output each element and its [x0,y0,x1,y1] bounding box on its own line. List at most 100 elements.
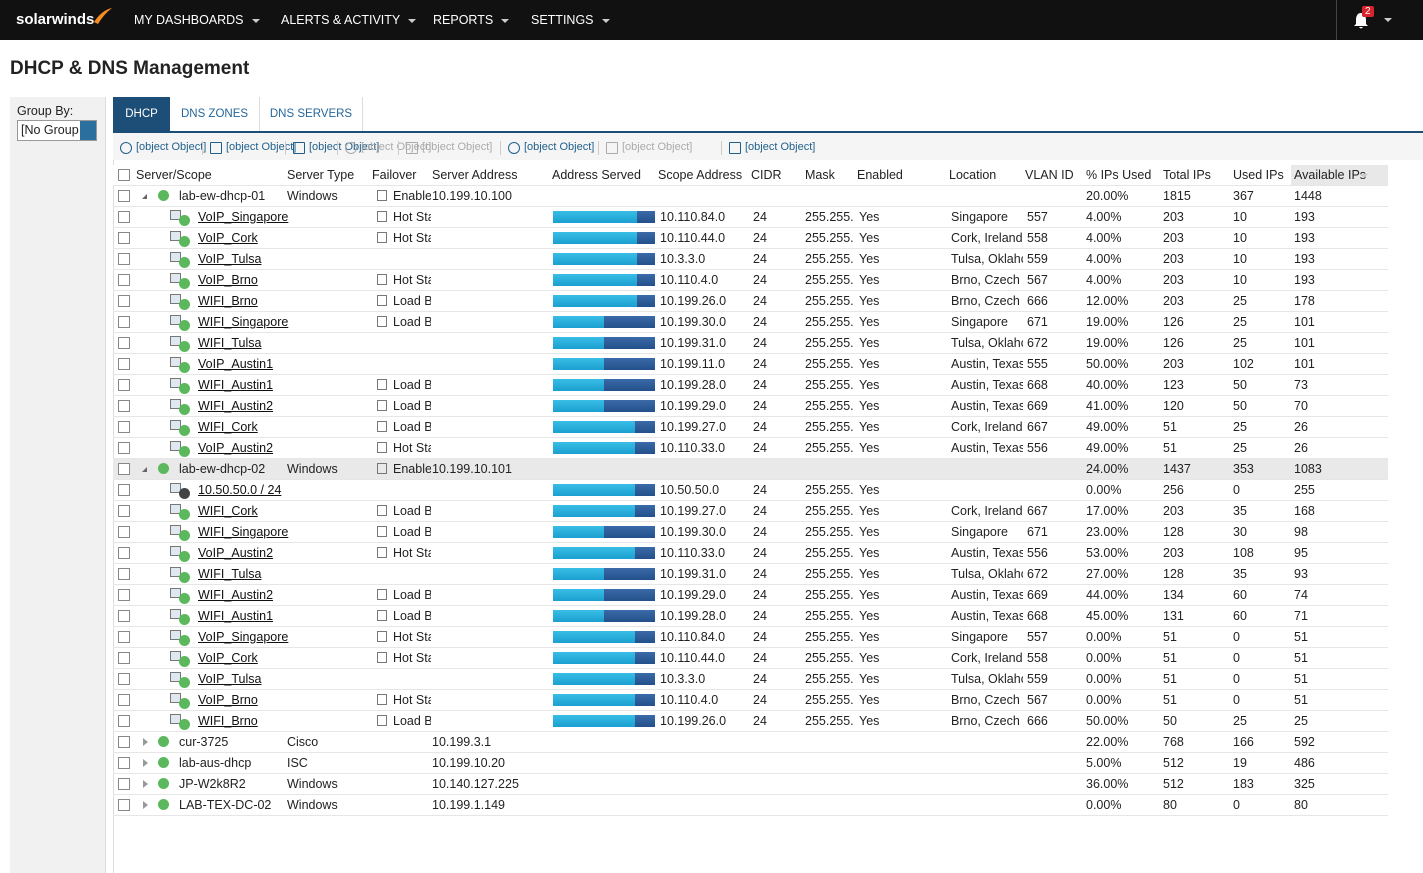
checkbox[interactable] [118,610,130,622]
checkbox[interactable] [118,778,130,790]
scope-row[interactable]: WIFI_Tulsa 10.199.31.0 24 255.255. Yes Tulsa,… [113,333,1388,354]
checkbox[interactable] [118,589,130,601]
scope-name[interactable]: VoIP_Austin1 [198,357,274,371]
checkbox[interactable] [118,190,130,202]
expander[interactable] [143,759,148,767]
column-header[interactable]: Mask [805,168,835,182]
checkbox[interactable] [118,232,130,244]
checkbox[interactable] [118,652,130,664]
nav-menu[interactable]: REPORTS [433,13,510,27]
checkbox[interactable] [118,379,130,391]
checkbox[interactable] [118,673,130,685]
caret[interactable] [1384,18,1392,22]
scope-row[interactable]: VoIP_Brno Hot Sta 10.110.4.0 24 255.255. Yes B… [113,270,1388,291]
checkbox[interactable] [118,526,130,538]
column-header[interactable]: Enabled [857,168,903,182]
scope-name[interactable]: WIFI_Cork [198,420,258,434]
checkbox[interactable] [118,442,130,454]
checkbox[interactable] [118,736,130,748]
toolbar-button[interactable]: [object Object] [136,141,207,153]
scope-row[interactable]: WIFI_Singapore Load B 10.199.30.0 24 255.255… [113,312,1388,333]
scope-name[interactable]: VoIP_Cork [198,651,258,665]
toolbar-button[interactable]: [object Object] [226,141,297,153]
column-header[interactable]: Location [949,168,997,182]
tab[interactable]: DNS SERVERS [260,97,363,131]
scope-name[interactable]: VoIP_Singapore [198,630,289,644]
checkbox[interactable] [118,358,130,370]
scope-name[interactable]: WIFI_Austin1 [198,609,274,623]
scope-name[interactable]: 10.50.50.0 / 24 [198,483,282,497]
column-header[interactable]: Server/Scope [136,168,212,182]
scope-name[interactable]: VoIP_Tulsa [198,672,262,686]
column-header[interactable]: Total IPs [1163,168,1211,182]
scope-row[interactable]: VoIP_Singapore Hot Sta 10.110.84.0 24 255.25… [113,207,1388,228]
expander[interactable] [142,467,147,472]
scope-row[interactable]: VoIP_Cork Hot Sta 10.110.44.0 24 255.255. Yes… [113,228,1388,249]
column-header[interactable]: Address Served [552,168,641,182]
logo[interactable]: solarwinds [16,11,95,28]
tab[interactable]: DNS ZONES [170,97,260,131]
expander[interactable] [143,738,148,746]
scope-name[interactable]: WIFI_Austin1 [198,378,274,392]
scope-row[interactable]: 10.50.50.0 / 24 10.50.50.0 24 255.255. Yes 0.… [113,480,1388,501]
scope-name[interactable]: WIFI_Austin2 [198,588,274,602]
column-header[interactable]: Available IPs [1294,168,1367,182]
tab[interactable]: DHCP [113,97,171,131]
scope-name[interactable]: WIFI_Tulsa [198,567,262,581]
checkbox[interactable] [118,547,130,559]
scope-name[interactable]: WIFI_Austin2 [198,399,274,413]
checkbox[interactable] [118,316,130,328]
scope-name[interactable]: VoIP_Austin2 [198,546,274,560]
scope-row[interactable]: WIFI_Brno Load B 10.199.26.0 24 255.255. Yes B… [113,291,1388,312]
checkbox[interactable] [118,274,130,286]
column-header[interactable]: Server Type [287,168,355,182]
server-row[interactable]: lab-ew-dhcp-01 Windows Enable 10.199.10.100… [113,186,1388,207]
checkbox[interactable] [118,337,130,349]
scope-row[interactable]: WIFI_Austin2 Load B 10.199.29.0 24 255.255. Y… [113,585,1388,606]
scope-row[interactable]: WIFI_Cork Load B 10.199.27.0 24 255.255. Yes C… [113,501,1388,522]
scope-row[interactable]: WIFI_Singapore Load B 10.199.30.0 24 255.255… [113,522,1388,543]
scope-name[interactable]: WIFI_Brno [198,294,258,308]
toolbar-button[interactable]: [object Object] [524,141,595,153]
checkbox[interactable] [118,211,130,223]
scope-row[interactable]: VoIP_Singapore Hot Sta 10.110.84.0 24 255.25… [113,627,1388,648]
column-header[interactable]: VLAN ID [1025,168,1074,182]
checkbox[interactable] [118,169,130,181]
scope-row[interactable]: VoIP_Austin2 Hot Sta 10.110.33.0 24 255.255.… [113,543,1388,564]
server-row[interactable]: lab-ew-dhcp-02 Windows Enable 10.199.10.101… [113,459,1388,480]
nav-menu[interactable]: MY DASHBOARDS [134,13,260,27]
scope-name[interactable]: WIFI_Singapore [198,315,289,329]
checkbox[interactable] [118,400,130,412]
column-header[interactable]: Failover [372,168,417,182]
server-row[interactable]: cur-3725 Cisco 10.199.3.1 22.00% 768 166 592 [113,732,1388,753]
scope-name[interactable]: WIFI_Tulsa [198,336,262,350]
checkbox[interactable] [118,631,130,643]
checkbox[interactable] [118,568,130,580]
checkbox[interactable] [118,505,130,517]
scope-name[interactable]: VoIP_Tulsa [198,252,262,266]
scope-name[interactable]: WIFI_Singapore [198,525,289,539]
server-row[interactable]: JP-W2k8R2 Windows 10.140.127.225 36.00% 512 1… [113,774,1388,795]
scope-row[interactable]: WIFI_Brno Load B 10.199.26.0 24 255.255. Yes B… [113,711,1388,732]
scope-row[interactable]: VoIP_Austin2 Hot Sta 10.110.33.0 24 255.255.… [113,438,1388,459]
scope-name[interactable]: WIFI_Cork [198,504,258,518]
column-header[interactable]: Scope Address [658,168,743,182]
checkbox[interactable] [118,295,130,307]
scope-name[interactable]: VoIP_Cork [198,231,258,245]
checkbox[interactable] [118,484,130,496]
column-header[interactable]: Server Address [432,168,518,182]
checkbox[interactable] [118,715,130,727]
server-row[interactable]: LAB-TEX-DC-02 Windows 10.199.1.149 0.00% 80 0… [113,795,1388,816]
scope-row[interactable]: VoIP_Cork Hot Sta 10.110.44.0 24 255.255. Yes… [113,648,1388,669]
scope-row[interactable]: VoIP_Tulsa 10.3.3.0 24 255.255. Yes Tulsa, Ok… [113,669,1388,690]
nav-menu[interactable]: SETTINGS [531,13,610,27]
scope-row[interactable]: WIFI_Cork Load B 10.199.27.0 24 255.255. Yes C… [113,417,1388,438]
checkbox[interactable] [118,421,130,433]
checkbox[interactable] [118,694,130,706]
checkbox[interactable] [118,463,130,475]
scope-row[interactable]: VoIP_Austin1 10.199.11.0 24 255.255. Yes Aust… [113,354,1388,375]
scope-row[interactable]: WIFI_Austin1 Load B 10.199.28.0 24 255.255. Y… [113,375,1388,396]
expander[interactable] [143,780,148,788]
scope-row[interactable]: WIFI_Tulsa 10.199.31.0 24 255.255. Yes Tulsa,… [113,564,1388,585]
column-header[interactable]: Used IPs [1233,168,1284,182]
